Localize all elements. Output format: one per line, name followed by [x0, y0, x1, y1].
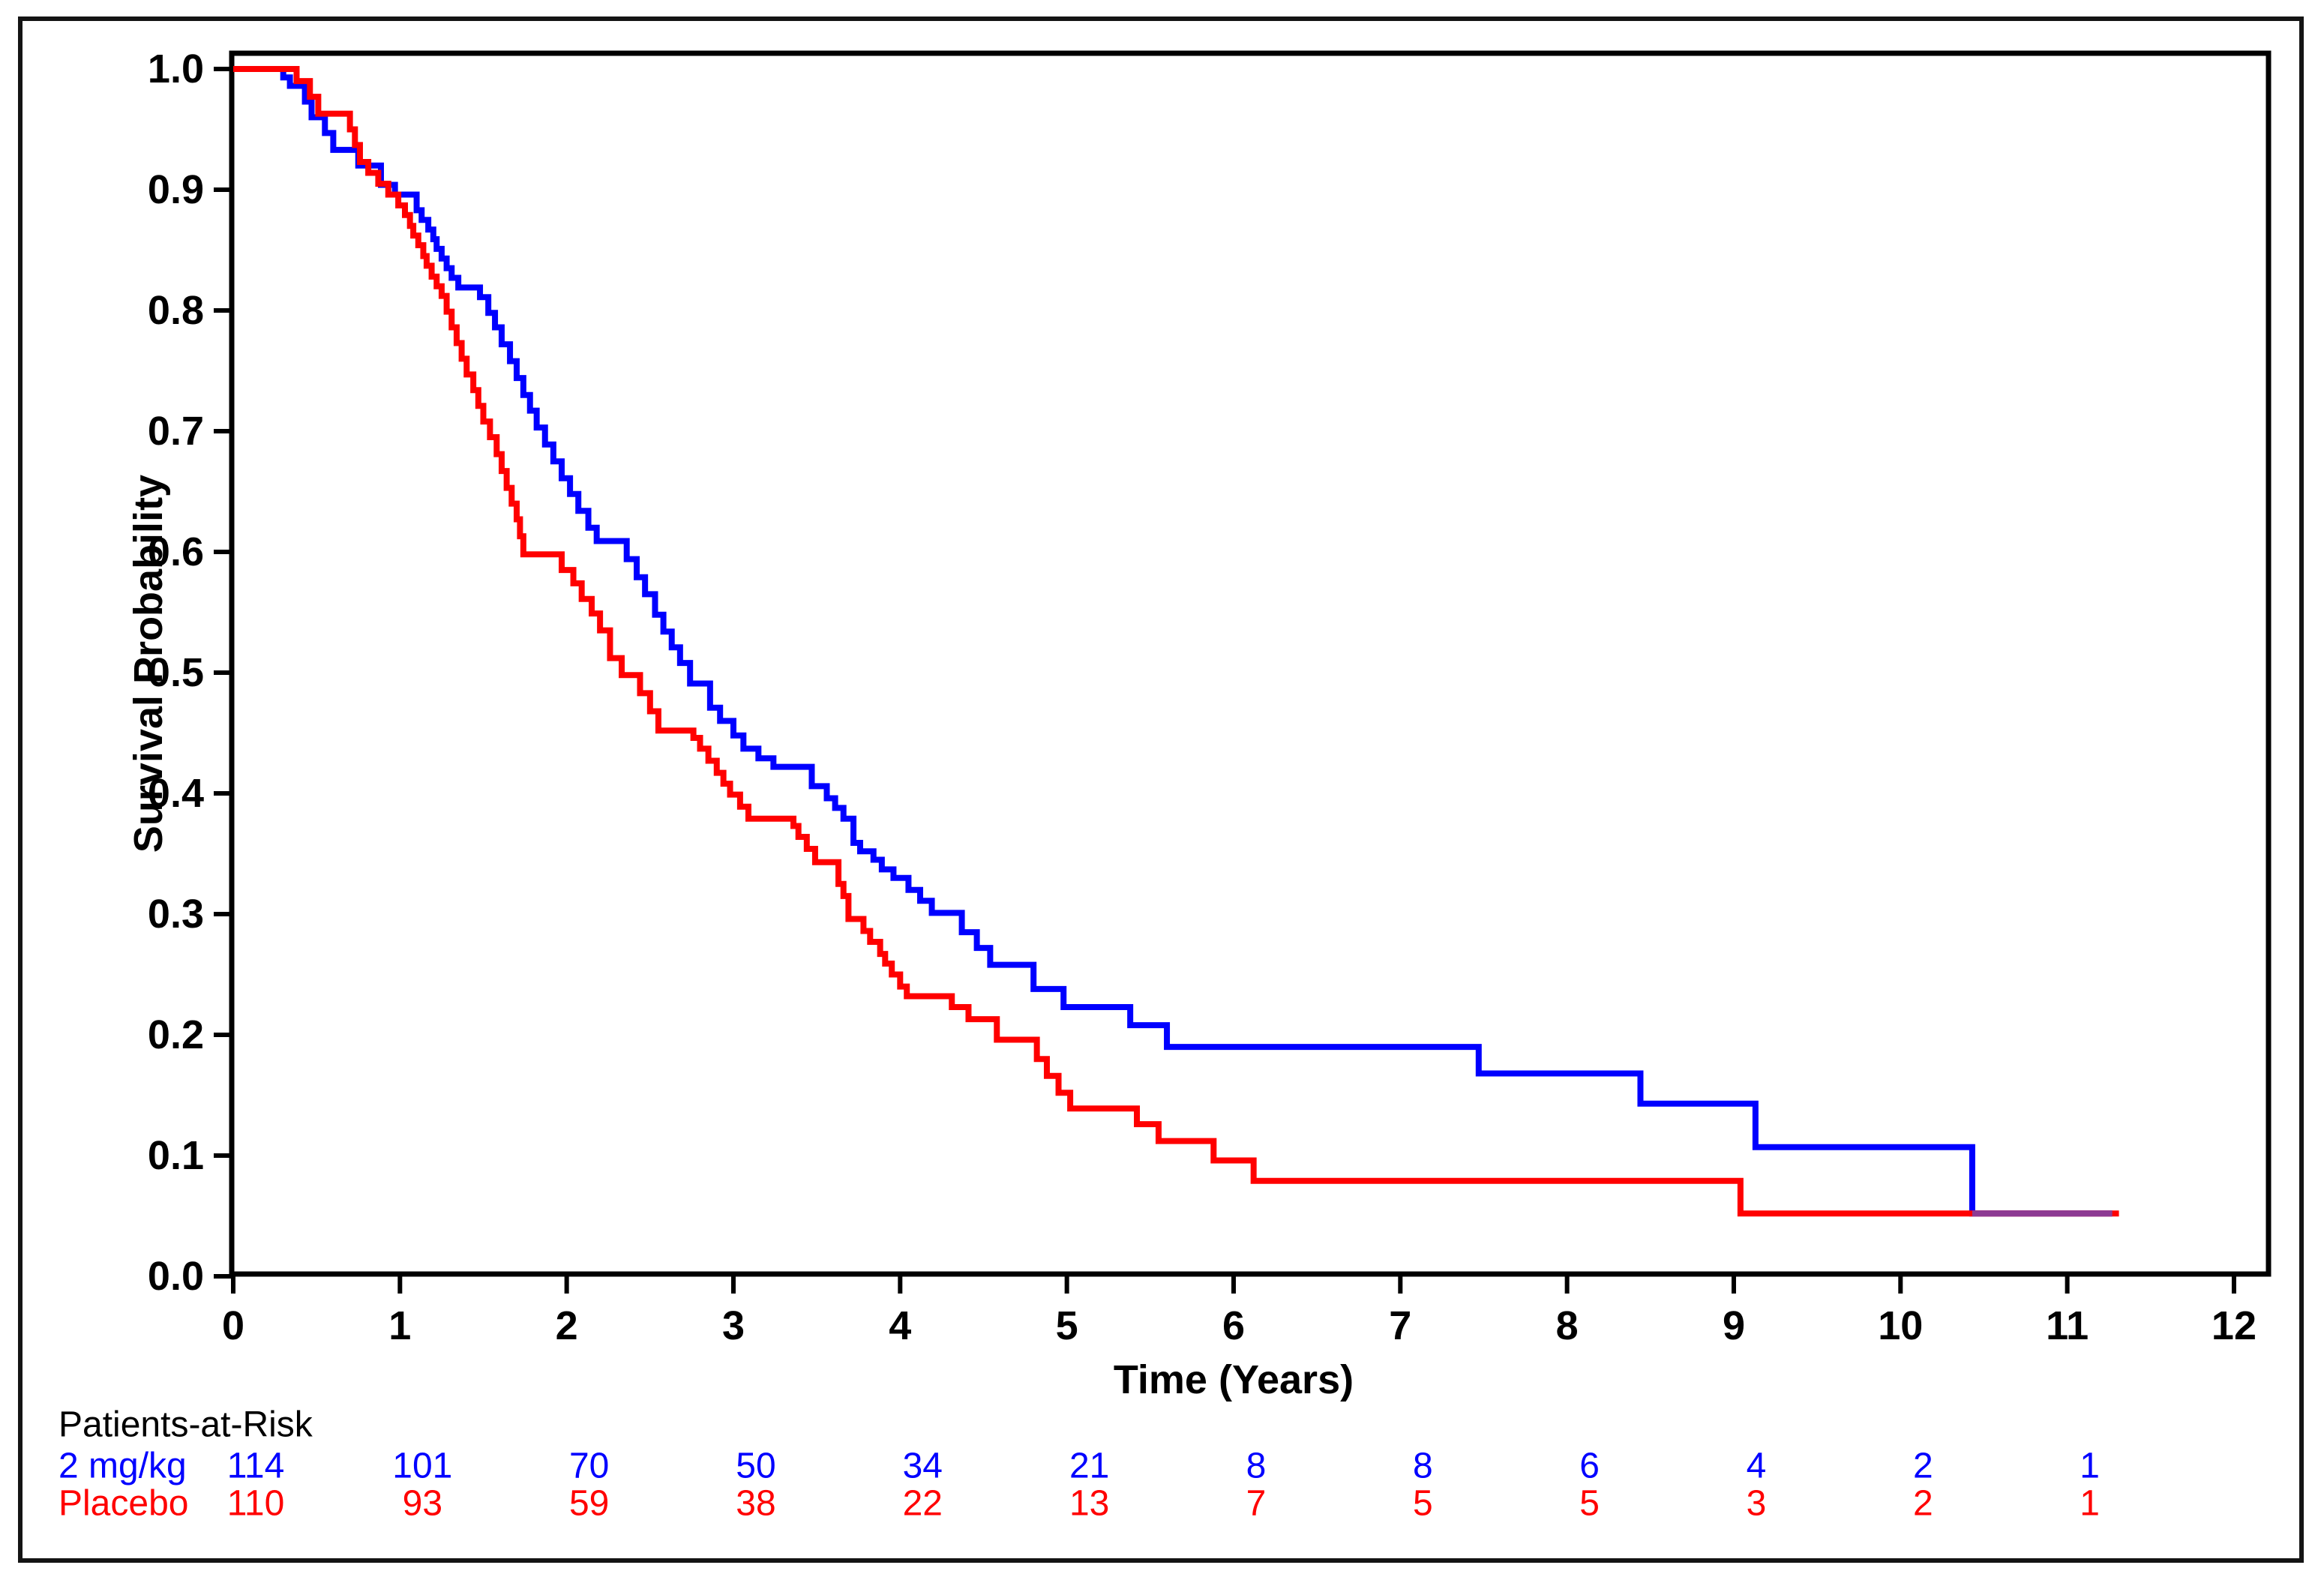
at-risk-value: 50 — [736, 1447, 775, 1486]
y-tick-label: 0.9 — [148, 167, 204, 212]
at-risk-value: 8 — [1413, 1447, 1433, 1486]
at-risk-value: 21 — [1069, 1447, 1109, 1486]
y-tick-label: 0.8 — [148, 288, 204, 333]
y-tick-label: 0.0 — [148, 1254, 204, 1299]
y-tick-label: 0.1 — [148, 1133, 204, 1178]
at-risk-value: 8 — [1246, 1447, 1267, 1486]
at-risk-value: 59 — [569, 1484, 609, 1524]
at-risk-value: 2 — [1913, 1447, 1933, 1486]
y-tick-label: 0.5 — [148, 650, 204, 695]
at-risk-value: 5 — [1413, 1484, 1433, 1524]
at-risk-value: 1 — [2080, 1484, 2100, 1524]
at-risk-value: 110 — [227, 1484, 285, 1524]
y-tick-label: 0.3 — [148, 892, 204, 937]
plot-frame — [229, 50, 2272, 1277]
survival-curve-2mgkg — [233, 66, 2113, 1217]
x-tick-label: 1 — [388, 1303, 411, 1348]
x-tick-label: 8 — [1556, 1303, 1579, 1348]
y-axis-title: Survival Probability — [126, 474, 171, 853]
y-tick-label: 0.4 — [148, 771, 204, 816]
x-axis-title: Time (Years) — [1113, 1357, 1354, 1402]
x-tick-label: 2 — [556, 1303, 578, 1348]
x-tick-label: 4 — [889, 1303, 911, 1348]
x-tick-label: 9 — [1723, 1303, 1745, 1348]
at-risk-value: 114 — [227, 1447, 285, 1486]
patients-at-risk-header: Patients-at-Risk — [58, 1405, 313, 1445]
x-tick-label: 10 — [1878, 1303, 1923, 1348]
y-tick-label: 0.7 — [148, 409, 204, 454]
x-tick-label: 0 — [222, 1303, 244, 1348]
x-tick-label: 5 — [1056, 1303, 1078, 1348]
x-tick-label: 7 — [1389, 1303, 1411, 1348]
at-risk-value: 1 — [2080, 1447, 2100, 1486]
at-risk-value: 34 — [903, 1447, 943, 1486]
at-risk-value: 6 — [1579, 1447, 1600, 1486]
at-risk-value: 7 — [1246, 1484, 1267, 1524]
at-risk-value: 2 — [1913, 1484, 1933, 1524]
at-risk-value: 70 — [569, 1447, 609, 1486]
survival-curve-placebo — [233, 66, 2119, 1217]
x-tick-label: 3 — [722, 1303, 745, 1348]
figure-border — [18, 16, 2304, 1563]
at-risk-value: 22 — [903, 1484, 943, 1524]
x-tick-label: 6 — [1222, 1303, 1245, 1348]
at-risk-value: 93 — [403, 1484, 442, 1524]
at-risk-row-label-placebo: Placebo — [58, 1483, 189, 1524]
at-risk-row-label-2mgkg: 2 mg/kg — [58, 1446, 187, 1486]
y-tick-label: 0.6 — [148, 529, 204, 574]
y-tick-label: 0.2 — [148, 1012, 204, 1057]
x-tick-label: 12 — [2212, 1303, 2257, 1348]
at-risk-value: 13 — [1069, 1484, 1109, 1524]
at-risk-value: 3 — [1747, 1484, 1767, 1524]
at-risk-value: 4 — [1747, 1447, 1767, 1486]
at-risk-value: 5 — [1579, 1484, 1600, 1524]
x-tick-label: 11 — [2046, 1303, 2089, 1348]
at-risk-value: 101 — [392, 1447, 452, 1486]
at-risk-value: 38 — [736, 1484, 775, 1524]
y-tick-label: 1.0 — [148, 46, 204, 91]
